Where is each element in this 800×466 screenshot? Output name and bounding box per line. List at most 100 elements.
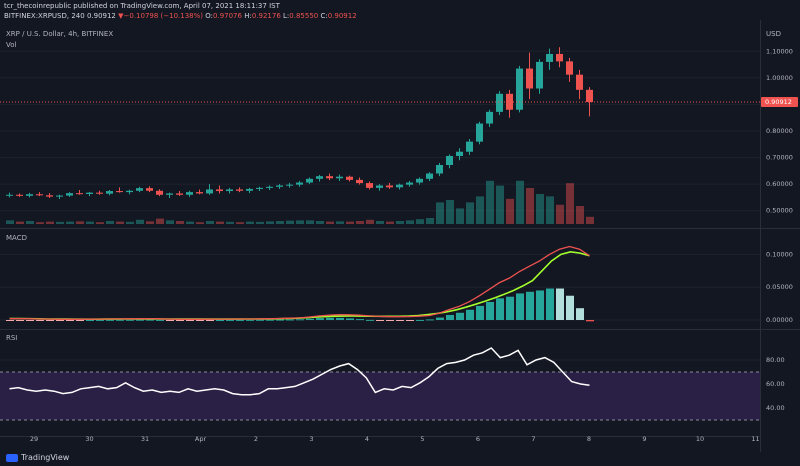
volume-bar <box>316 221 324 224</box>
histogram-bar <box>236 319 244 321</box>
histogram-bar <box>446 314 454 320</box>
histogram-bar <box>36 320 44 321</box>
candle-body <box>486 111 493 124</box>
volume-bar <box>226 221 234 224</box>
candle-body <box>526 68 533 89</box>
candle-body <box>46 195 53 197</box>
histogram-bar <box>186 320 194 321</box>
histogram-bar <box>366 319 374 321</box>
time-tick: 9 <box>642 435 646 443</box>
tradingview-logo[interactable]: TradingView <box>6 453 69 462</box>
publisher-text: tcr_thecoinrepublic published on Trading… <box>4 2 280 10</box>
volume-bar <box>246 221 254 224</box>
macd-tick: 0.05000 <box>766 283 793 291</box>
histogram-bar <box>46 320 54 321</box>
histogram-bar <box>426 319 434 321</box>
volume-bar <box>36 222 44 224</box>
last-price-tag-text: 0.90912 <box>765 98 792 106</box>
candle-body <box>6 194 13 196</box>
histogram-bar <box>336 317 344 320</box>
candle-body <box>76 193 83 195</box>
histogram-bar <box>216 320 224 321</box>
high-value: 0.92176 <box>251 12 281 20</box>
histogram-bar <box>166 320 174 321</box>
volume-bar <box>216 221 224 224</box>
volume-bar <box>476 196 484 224</box>
volume-bar <box>116 221 124 224</box>
volume-bar <box>206 221 214 224</box>
candle-body <box>116 191 123 193</box>
histogram-bar <box>116 319 124 321</box>
candle-body <box>166 193 173 195</box>
time-tick: 6 <box>476 435 480 443</box>
histogram-bar <box>576 308 584 320</box>
vol-label: Vol <box>6 41 17 49</box>
volume-bar <box>436 202 444 224</box>
volume-bar <box>346 221 354 224</box>
volume-bar <box>406 220 414 224</box>
rsi-label: RSI <box>6 334 17 342</box>
open-label: O: <box>205 12 214 20</box>
price-tick: 0.70000 <box>766 154 793 162</box>
volume-bar <box>386 221 394 224</box>
candle-body <box>466 141 473 152</box>
price-axis[interactable]: 1.10000 1.00000 0.90000 0.80000 0.70000 … <box>766 47 793 214</box>
open-value: 0.97076 <box>213 12 242 20</box>
volume-bar <box>456 208 464 224</box>
candle-body <box>96 192 103 194</box>
time-tick: 8 <box>587 435 591 443</box>
time-axis[interactable]: 29 30 31 Apr 2 3 4 5 6 7 8 9 10 11 <box>30 435 760 443</box>
candle-body <box>286 184 293 186</box>
price-tick: 0.50000 <box>766 207 793 215</box>
time-tick: 30 <box>85 435 93 443</box>
candle-body <box>306 178 313 183</box>
histogram-bar <box>436 317 444 320</box>
candle-body <box>136 188 143 191</box>
candle-body <box>316 176 323 179</box>
candle-body <box>346 176 353 180</box>
histogram-bar <box>136 319 144 321</box>
volume-bar <box>356 221 364 224</box>
histogram-bar <box>286 319 294 321</box>
price-pane[interactable] <box>0 20 760 228</box>
tradingview-brand: TradingView <box>21 453 70 462</box>
chart-canvas[interactable]: XRP / U.S. Dollar, 4h, BITFINEX Vol USD … <box>0 20 800 452</box>
histogram-bar <box>246 319 254 321</box>
candle-body <box>376 185 383 188</box>
candle-body <box>436 165 443 174</box>
histogram-bar <box>206 320 214 321</box>
candle-body <box>206 189 213 194</box>
macd-histogram <box>6 288 594 322</box>
time-tick: 3 <box>309 435 313 443</box>
candle-body <box>66 193 73 196</box>
candle-body <box>156 190 163 195</box>
histogram-bar <box>466 309 474 320</box>
histogram-bar <box>266 319 274 321</box>
candle-body <box>216 189 223 192</box>
macd-axis[interactable]: 0.10000 0.05000 0.00000 <box>766 250 793 324</box>
volume-bar <box>526 188 534 224</box>
volume-bar <box>556 204 564 224</box>
time-tick: 29 <box>30 435 38 443</box>
volume-bar <box>296 220 304 224</box>
candle-body <box>196 192 203 194</box>
candle-body <box>426 173 433 179</box>
volume-bar <box>366 219 374 224</box>
candle-body <box>236 189 243 191</box>
volume-bar <box>126 221 134 224</box>
time-tick: 2 <box>254 435 258 443</box>
price-tick: 1.10000 <box>766 47 793 55</box>
volume-bar <box>306 220 314 224</box>
candle-body <box>296 182 303 185</box>
volume-bar <box>146 221 154 224</box>
histogram-bar <box>56 320 64 321</box>
candle-body <box>576 74 583 90</box>
volume-bar <box>186 221 194 224</box>
volume-bar <box>96 222 104 224</box>
time-tick: 7 <box>531 435 535 443</box>
histogram-bar <box>456 312 464 320</box>
histogram-bar <box>566 295 574 320</box>
rsi-axis[interactable]: 80.00 60.00 40.00 <box>766 356 785 412</box>
price-tick: 0.80000 <box>766 127 793 135</box>
macd-pane[interactable] <box>0 230 760 328</box>
